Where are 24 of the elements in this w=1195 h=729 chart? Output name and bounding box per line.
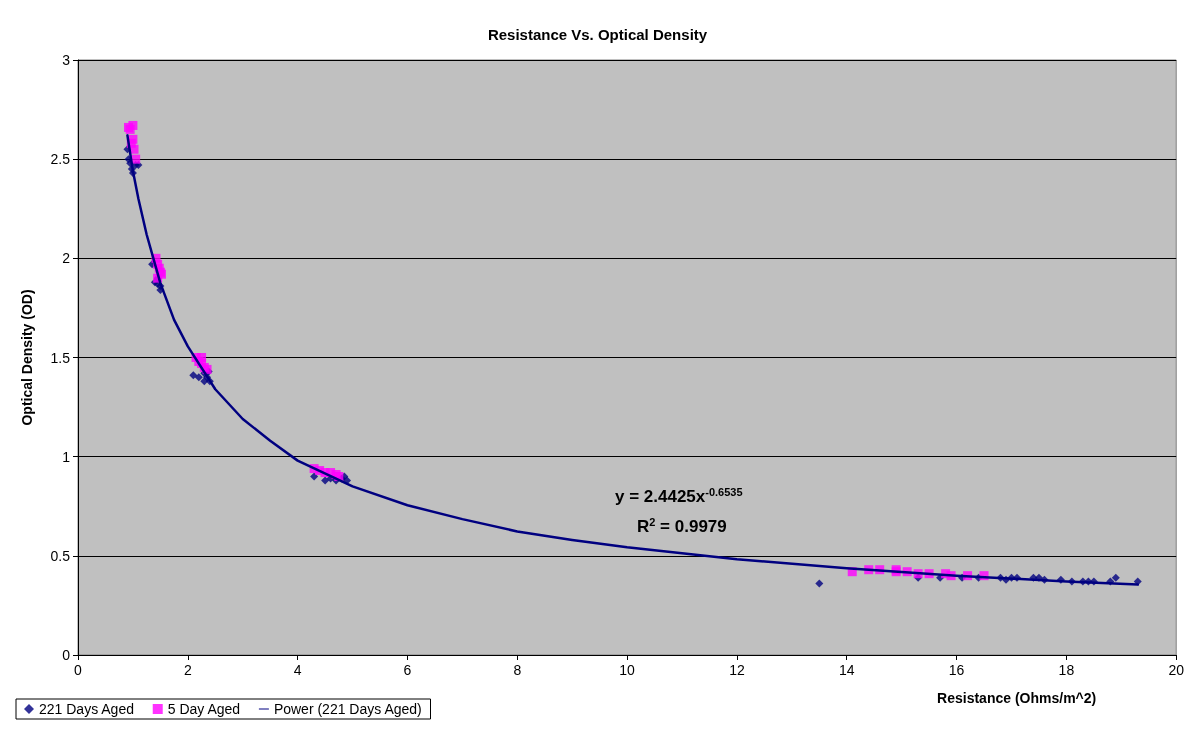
legend-label: Power (221 Days Aged): [273, 701, 422, 717]
y-tick-label: 1.5: [50, 349, 71, 366]
x-tick-label: 2: [183, 662, 192, 678]
x-tick-label: 14: [838, 662, 855, 678]
y-tick-label: 2: [62, 250, 71, 267]
x-tick-label: 6: [403, 662, 412, 678]
y-tick-label: 3: [62, 52, 71, 68]
x-tick-label: 0: [74, 662, 83, 678]
y-tick-label: 2.5: [50, 151, 71, 168]
x-axis-title: Resistance (Ohms/m^2): [937, 690, 1097, 706]
y-axis-title: Optical Density (OD): [19, 289, 35, 426]
y-tick-label: 0.5: [50, 547, 71, 564]
legend-label: 221 Days Aged: [39, 701, 134, 717]
x-tick-label: 10: [619, 662, 636, 678]
y-tick-label: 0: [62, 647, 71, 663]
x-tick-label: 4: [293, 662, 302, 678]
x-tick-label: 16: [948, 662, 965, 678]
x-tick-label: 12: [729, 662, 745, 678]
x-tick-label: 8: [513, 662, 522, 678]
x-tick-label: 20: [1168, 662, 1185, 678]
legend-label: 5 Day Aged: [167, 701, 241, 717]
x-tick-label: 18: [1058, 662, 1075, 678]
chart-title: Resistance Vs. Optical Density: [487, 26, 708, 43]
y-tick-label: 1: [62, 448, 71, 465]
